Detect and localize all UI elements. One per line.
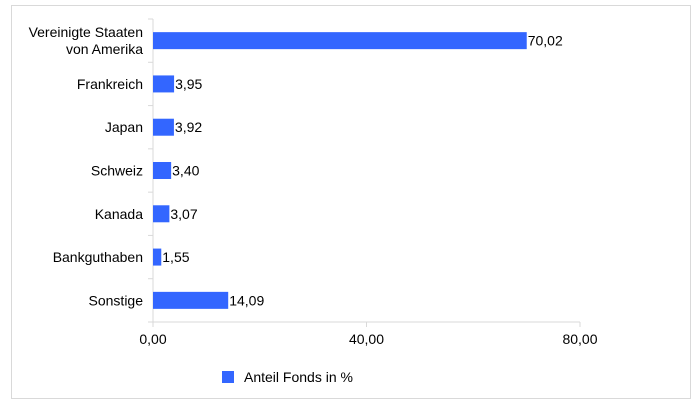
category-label: Vereinigte Staaten von Amerika bbox=[29, 24, 144, 57]
data-label: 3,92 bbox=[175, 119, 202, 135]
category-label-line: von Amerika bbox=[66, 41, 143, 57]
x-tick-label: 0,00 bbox=[139, 331, 166, 347]
bar bbox=[153, 248, 162, 266]
category-label-line: Japan bbox=[105, 119, 143, 135]
x-tick-label: 80,00 bbox=[562, 331, 597, 347]
bar bbox=[153, 118, 174, 136]
category-label: Japan bbox=[105, 119, 143, 135]
x-tick-label: 40,00 bbox=[349, 331, 384, 347]
bar bbox=[153, 75, 175, 93]
category-label-line: Schweiz bbox=[91, 163, 143, 179]
category-label: Sonstige bbox=[89, 292, 144, 308]
category-label: Kanada bbox=[95, 206, 143, 222]
legend-label: Anteil Fonds in % bbox=[244, 369, 353, 385]
category-label-line: Vereinigte Staaten bbox=[29, 24, 143, 40]
bar bbox=[153, 162, 172, 179]
chart-frame bbox=[11, 5, 691, 399]
category-label-line: Sonstige bbox=[89, 292, 144, 308]
data-label: 14,09 bbox=[229, 292, 264, 308]
category-label-line: Frankreich bbox=[77, 76, 143, 92]
category-label: Frankreich bbox=[77, 76, 143, 92]
category-label-line: Kanada bbox=[95, 206, 143, 222]
data-label: 3,40 bbox=[172, 163, 199, 179]
legend-swatch bbox=[222, 371, 234, 383]
category-label: Bankguthaben bbox=[53, 249, 143, 265]
bar bbox=[153, 205, 170, 223]
data-label: 3,95 bbox=[175, 76, 202, 92]
data-label: 3,07 bbox=[170, 206, 197, 222]
data-label: 1,55 bbox=[162, 249, 189, 265]
category-label-line: Bankguthaben bbox=[53, 249, 143, 265]
bar bbox=[153, 291, 229, 309]
data-label: 70,02 bbox=[528, 33, 563, 49]
category-label: Schweiz bbox=[91, 163, 143, 179]
bar bbox=[153, 32, 527, 50]
